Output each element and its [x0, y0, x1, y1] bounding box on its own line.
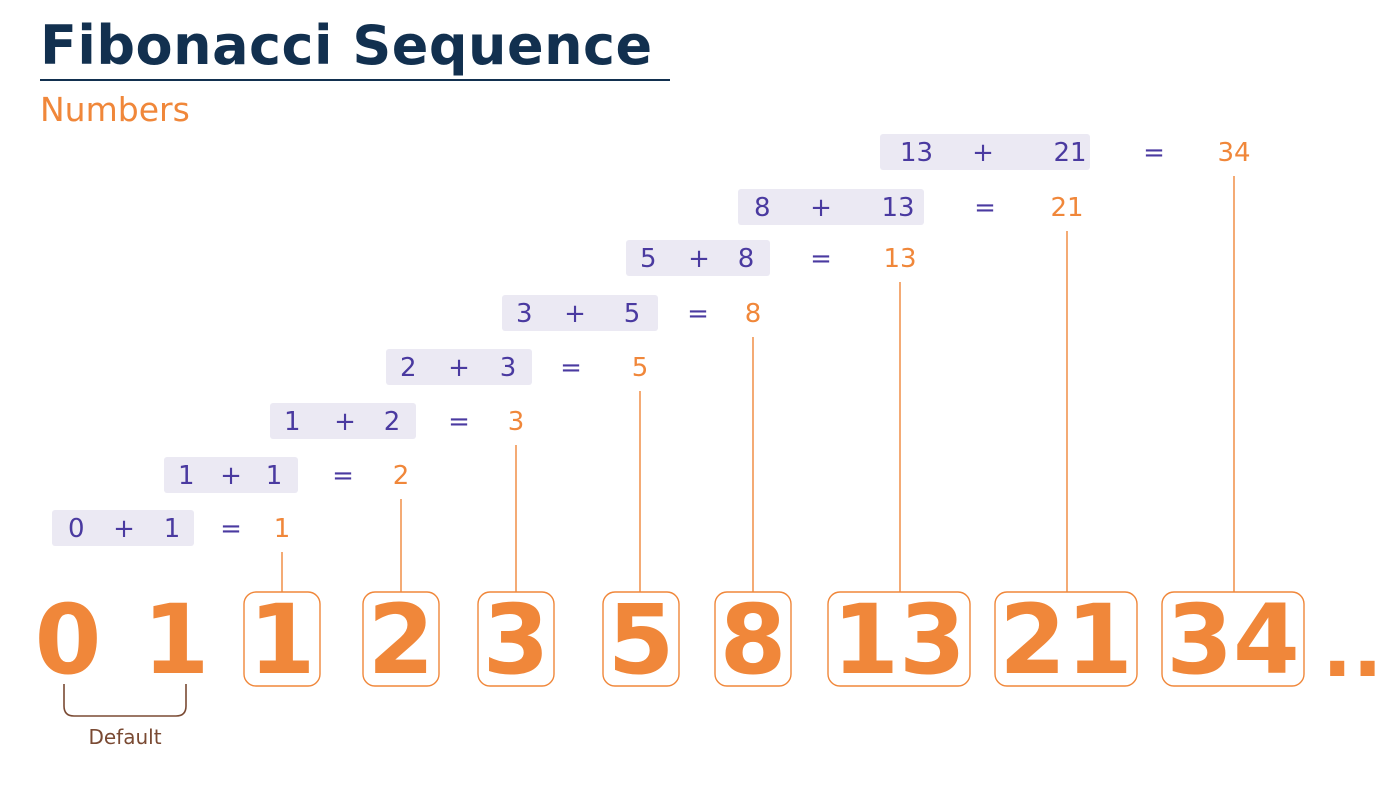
- equation-row: 0 +1 = 1: [52, 510, 290, 546]
- plus-sign: +: [448, 353, 470, 383]
- equation-row: 3 +5 = 8: [502, 295, 761, 331]
- equation-result: 13: [883, 244, 916, 274]
- equation-result: 21: [1050, 193, 1083, 223]
- operand-a: 2: [400, 353, 417, 383]
- number-box: [362, 591, 440, 687]
- equals-sign: =: [332, 461, 354, 491]
- equation-result: 1: [274, 514, 291, 544]
- sequence-number: 8: [720, 584, 787, 696]
- page-subtitle: Numbers: [40, 90, 190, 129]
- page-title: Fibonacci Sequence: [40, 14, 653, 77]
- sequence-number: 1: [249, 584, 316, 696]
- operand-pill: [738, 189, 924, 225]
- equation-result: 3: [508, 407, 525, 437]
- default-bracket: Default: [63, 684, 187, 749]
- operand-b: 3: [500, 353, 517, 383]
- plus-sign: +: [113, 514, 135, 544]
- sequence-number: 3: [483, 584, 550, 696]
- equals-sign: =: [220, 514, 242, 544]
- sequence-item: 1: [243, 584, 321, 696]
- equation-row: 13 +21 = 34: [880, 134, 1251, 170]
- connector-lines: [281, 176, 1235, 592]
- equals-sign: =: [687, 299, 709, 329]
- sequence-item: 5: [602, 584, 680, 696]
- operand-b: 1: [266, 461, 283, 491]
- sequence-item: 21: [994, 584, 1138, 696]
- plus-sign: +: [810, 193, 832, 223]
- operand-b: 2: [384, 407, 401, 437]
- equation-row: 5 +8 = 13: [626, 240, 917, 276]
- operand-pill: [880, 134, 1090, 170]
- equation-row: 2 +3 = 5: [386, 349, 648, 385]
- operand-b: 8: [738, 244, 755, 274]
- equals-sign: =: [448, 407, 470, 437]
- sequence-numbers: 0 1 1 2 3 5 8 13 21 34..: [35, 584, 1383, 696]
- operand-a: 1: [178, 461, 195, 491]
- operand-pill: [386, 349, 532, 385]
- operand-a: 8: [754, 193, 771, 223]
- operand-pill: [270, 403, 416, 439]
- operand-pill: [502, 295, 658, 331]
- default-bracket-line: [63, 684, 187, 717]
- plus-sign: +: [220, 461, 242, 491]
- sequence-number: 5: [608, 584, 675, 696]
- sequence-number: 21: [999, 584, 1133, 696]
- sequence-number: 34: [1166, 584, 1300, 696]
- sequence-item: 2: [362, 584, 440, 696]
- equals-sign: =: [810, 244, 832, 274]
- equation-row: 1 +1 = 2: [164, 457, 409, 493]
- default-label: Default: [88, 725, 161, 749]
- plus-sign: +: [972, 138, 994, 168]
- plus-sign: +: [334, 407, 356, 437]
- sequence-item: 0: [35, 584, 102, 696]
- sequence-item: 8: [714, 584, 792, 696]
- equals-sign: =: [974, 193, 996, 223]
- equation-rows: 0 +1 = 11 +1 = 21 +2 = 32 +3 = 53 +5 = 85 +8 = 138 +13 = 2113…: [52, 134, 1251, 546]
- ellipsis: ..: [1322, 602, 1383, 695]
- operand-b: 1: [164, 514, 181, 544]
- sequence-number: 2: [368, 584, 435, 696]
- number-box: [602, 591, 680, 687]
- equation-result: 5: [632, 353, 649, 383]
- number-box: [477, 591, 555, 687]
- equation-row: 8 +13 = 21: [738, 189, 1084, 225]
- equation-row: 1 +2 = 3: [270, 403, 524, 439]
- number-box: [243, 591, 321, 687]
- sequence-item: 3: [477, 584, 555, 696]
- sequence-number: 1: [143, 584, 210, 696]
- operand-pill: [164, 457, 298, 493]
- operand-b: 13: [881, 193, 914, 223]
- plus-sign: +: [564, 299, 586, 329]
- operand-b: 21: [1053, 138, 1086, 168]
- operand-pill: [626, 240, 770, 276]
- operand-a: 0: [68, 514, 85, 544]
- operand-a: 5: [640, 244, 657, 274]
- operand-a: 13: [900, 138, 933, 168]
- number-box: [827, 591, 971, 687]
- operand-b: 5: [624, 299, 641, 329]
- equation-result: 34: [1217, 138, 1250, 168]
- number-box: [1161, 591, 1305, 687]
- operand-pill: [52, 510, 194, 546]
- sequence-item: 13: [827, 584, 971, 696]
- operand-a: 3: [516, 299, 533, 329]
- equals-sign: =: [1143, 138, 1165, 168]
- sequence-number: 13: [832, 584, 966, 696]
- title-underline: [40, 79, 670, 81]
- plus-sign: +: [688, 244, 710, 274]
- sequence-item: 34: [1161, 584, 1305, 696]
- equation-result: 8: [745, 299, 762, 329]
- sequence-item: 1: [143, 584, 210, 696]
- number-box: [994, 591, 1138, 687]
- sequence-number: 0: [35, 584, 102, 696]
- equals-sign: =: [560, 353, 582, 383]
- equation-result: 2: [393, 461, 410, 491]
- number-box: [714, 591, 792, 687]
- operand-a: 1: [284, 407, 301, 437]
